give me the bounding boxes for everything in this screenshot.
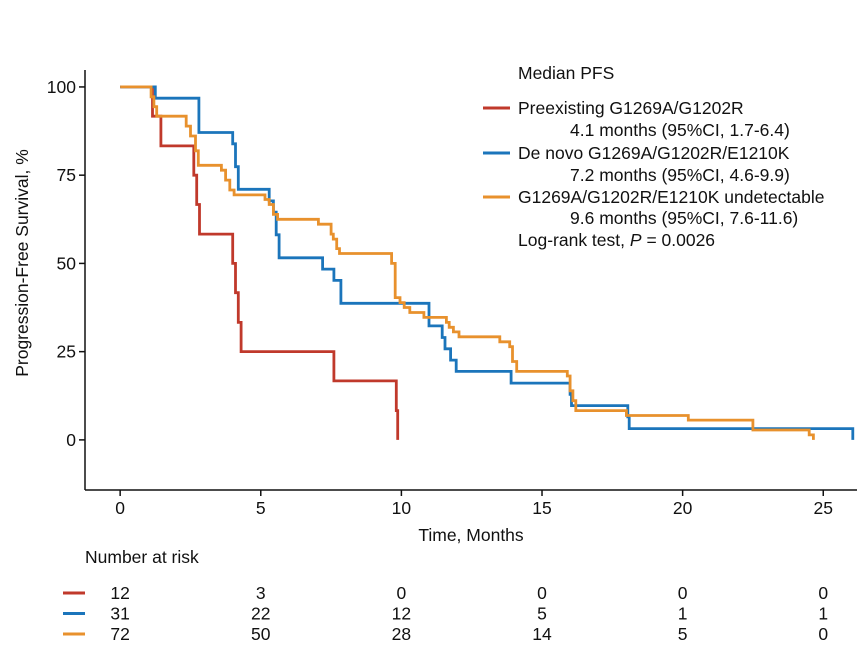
log-rank-test: Log-rank test, P = 0.0026 <box>518 230 715 250</box>
risk-count: 0 <box>397 583 407 603</box>
log-rank-test-label: Log-rank test, <box>518 230 625 250</box>
x-tick-label: 20 <box>673 498 693 518</box>
survival-curves <box>120 85 855 440</box>
risk-count: 31 <box>110 604 129 624</box>
legend-median-preexisting: 4.1 months (95%CI, 1.7-6.4) <box>570 120 790 140</box>
x-axis-label: Time, Months <box>418 525 524 545</box>
risk-count: 12 <box>392 604 411 624</box>
log-rank-p-symbol: P <box>630 230 642 250</box>
y-tick-label: 75 <box>57 165 76 185</box>
risk-count: 22 <box>251 604 270 624</box>
risk-table: 12 3 0 0 0 031 22 12 5 1 172 50 28 14 5 0 <box>63 583 828 644</box>
y-tick-label: 0 <box>66 430 76 450</box>
risk-count: 72 <box>110 624 129 644</box>
y-tick-label: 25 <box>57 342 76 362</box>
legend-median-undetectable: 9.6 months (95%CI, 7.6-11.6) <box>570 208 798 228</box>
y-axis-label: Progression-Free Survival, % <box>12 149 32 377</box>
risk-count: 5 <box>678 624 688 644</box>
risk-count: 0 <box>537 583 547 603</box>
risk-count: 0 <box>818 624 828 644</box>
x-tick-label: 0 <box>115 498 125 518</box>
legend: Median PFS Preexisting G1269A/G1202R 4.1… <box>483 63 824 250</box>
x-tick-label: 10 <box>392 498 412 518</box>
risk-count: 0 <box>818 583 828 603</box>
axes: 0 25 50 75 100 0 5 10 15 20 25 <box>47 70 857 518</box>
log-rank-p-value: = 0.0026 <box>646 230 715 250</box>
y-tick-label: 100 <box>47 77 76 97</box>
survival-curve-de-novo <box>120 85 855 440</box>
x-tick-label: 15 <box>532 498 551 518</box>
legend-label-de-novo: De novo G1269A/G1202R/E1210K <box>518 143 790 163</box>
risk-count: 14 <box>532 624 552 644</box>
risk-count: 5 <box>537 604 547 624</box>
x-tick-label: 5 <box>256 498 266 518</box>
y-tick-label: 50 <box>57 253 77 273</box>
legend-median-de-novo: 7.2 months (95%CI, 4.6-9.9) <box>570 165 790 185</box>
legend-label-preexisting: Preexisting G1269A/G1202R <box>518 98 744 118</box>
risk-count: 50 <box>251 624 271 644</box>
risk-count: 1 <box>678 604 688 624</box>
risk-count: 3 <box>256 583 266 603</box>
x-tick-label: 25 <box>814 498 833 518</box>
risk-count: 28 <box>392 624 411 644</box>
survival-curve-preexisting <box>120 85 400 440</box>
survival-curve-undetectable <box>120 85 815 440</box>
risk-count: 12 <box>110 583 129 603</box>
risk-table-title: Number at risk <box>85 547 199 567</box>
legend-title: Median PFS <box>518 63 614 83</box>
risk-count: 1 <box>818 604 828 624</box>
legend-label-undetectable: G1269A/G1202R/E1210K undetectable <box>518 187 824 207</box>
risk-count: 0 <box>678 583 688 603</box>
